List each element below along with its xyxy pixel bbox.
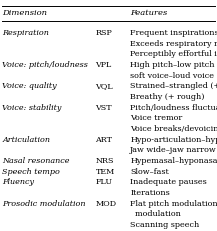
- Text: Hypemasal–hyponasal: Hypemasal–hyponasal: [130, 156, 217, 164]
- Text: Flat pitch modulation–excessive pitch: Flat pitch modulation–excessive pitch: [130, 199, 217, 207]
- Text: Respiration: Respiration: [2, 29, 49, 37]
- Text: Voice: stability: Voice: stability: [2, 103, 62, 111]
- Text: TEM: TEM: [95, 167, 115, 175]
- Text: Prosodic modulation: Prosodic modulation: [2, 199, 86, 207]
- Text: Nasal resonance: Nasal resonance: [2, 156, 70, 164]
- Text: FLU: FLU: [95, 178, 113, 185]
- Text: Jaw wide–jaw narrow: Jaw wide–jaw narrow: [130, 146, 217, 154]
- Text: Inadequate pauses: Inadequate pauses: [130, 178, 207, 185]
- Text: Pitch/loudness fluctuations: Pitch/loudness fluctuations: [130, 103, 217, 111]
- Text: modulation: modulation: [130, 210, 181, 217]
- Text: MOD: MOD: [95, 199, 117, 207]
- Text: Voice breaks/devoicing: Voice breaks/devoicing: [130, 125, 217, 132]
- Text: Articulation: Articulation: [2, 135, 50, 143]
- Text: High pitch–low pitch: High pitch–low pitch: [130, 61, 215, 69]
- Text: Perceptibly effortful inspirations: Perceptibly effortful inspirations: [130, 50, 217, 58]
- Text: Features: Features: [130, 9, 168, 17]
- Text: Voice: quality: Voice: quality: [2, 82, 57, 90]
- Text: NRS: NRS: [95, 156, 114, 164]
- Text: Voice: pitch/loudness: Voice: pitch/loudness: [2, 61, 88, 69]
- Text: Breathy (+ rough): Breathy (+ rough): [130, 93, 205, 100]
- Text: Hypo-articulation–hyper-articulation: Hypo-articulation–hyper-articulation: [130, 135, 217, 143]
- Text: VQL: VQL: [95, 82, 113, 90]
- Text: Speech tempo: Speech tempo: [2, 167, 60, 175]
- Text: ART: ART: [95, 135, 112, 143]
- Text: Iterations: Iterations: [130, 188, 170, 196]
- Text: Scanning speech: Scanning speech: [130, 220, 199, 228]
- Text: VPL: VPL: [95, 61, 112, 69]
- Text: Strained–strangled (+ rough): Strained–strangled (+ rough): [130, 82, 217, 90]
- Text: VST: VST: [95, 103, 112, 111]
- Text: Slow–fast: Slow–fast: [130, 167, 169, 175]
- Text: Fluency: Fluency: [2, 178, 34, 185]
- Text: Dimension: Dimension: [2, 9, 47, 17]
- Text: Voice tremor: Voice tremor: [130, 114, 182, 122]
- Text: Exceeds respiratory resting level: Exceeds respiratory resting level: [130, 40, 217, 47]
- Text: soft voice–loud voice: soft voice–loud voice: [130, 71, 214, 79]
- Text: RSP: RSP: [95, 29, 112, 37]
- Text: Frequent inspirations: Frequent inspirations: [130, 29, 217, 37]
